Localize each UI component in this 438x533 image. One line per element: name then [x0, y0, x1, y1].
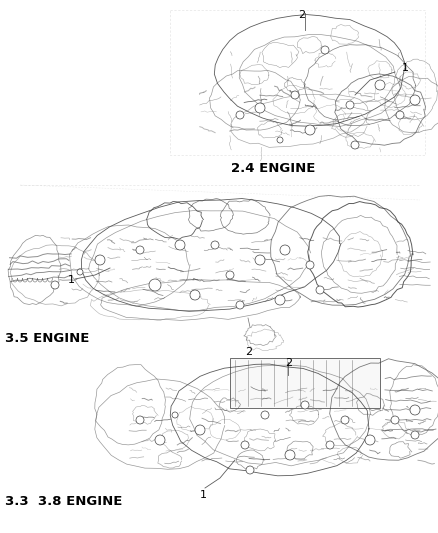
Circle shape	[172, 412, 178, 418]
Circle shape	[190, 290, 200, 300]
Circle shape	[155, 435, 165, 445]
Circle shape	[211, 241, 219, 249]
Circle shape	[236, 111, 244, 119]
Circle shape	[241, 441, 249, 449]
Circle shape	[226, 271, 234, 279]
Bar	[230, 358, 380, 408]
Text: 2: 2	[298, 10, 306, 20]
Text: 3.3  3.8 ENGINE: 3.3 3.8 ENGINE	[5, 495, 122, 508]
Circle shape	[175, 240, 185, 250]
Circle shape	[341, 416, 349, 424]
Text: 1: 1	[200, 490, 207, 500]
Circle shape	[136, 246, 144, 254]
Text: 1: 1	[68, 275, 75, 285]
Circle shape	[411, 431, 419, 439]
Circle shape	[326, 441, 334, 449]
Circle shape	[306, 261, 314, 269]
Circle shape	[291, 91, 299, 99]
Circle shape	[285, 450, 295, 460]
Circle shape	[346, 101, 354, 109]
Circle shape	[51, 281, 59, 289]
Circle shape	[365, 435, 375, 445]
Circle shape	[396, 111, 404, 119]
Circle shape	[275, 295, 285, 305]
Circle shape	[280, 245, 290, 255]
Circle shape	[246, 466, 254, 474]
Circle shape	[351, 141, 359, 149]
Circle shape	[277, 137, 283, 143]
Circle shape	[136, 416, 144, 424]
Text: 2: 2	[245, 347, 252, 357]
Bar	[170, 10, 425, 155]
Circle shape	[375, 80, 385, 90]
Circle shape	[195, 425, 205, 435]
Circle shape	[305, 125, 315, 135]
Circle shape	[261, 411, 269, 419]
Circle shape	[316, 286, 324, 294]
Circle shape	[301, 401, 309, 409]
Circle shape	[410, 405, 420, 415]
Circle shape	[255, 103, 265, 113]
Text: 2.4 ENGINE: 2.4 ENGINE	[231, 162, 315, 175]
Circle shape	[255, 255, 265, 265]
Circle shape	[391, 416, 399, 424]
Circle shape	[95, 255, 105, 265]
Circle shape	[77, 269, 83, 275]
Circle shape	[321, 46, 329, 54]
Text: 3.5 ENGINE: 3.5 ENGINE	[5, 332, 89, 345]
Text: 1: 1	[402, 63, 409, 73]
Text: 2: 2	[285, 358, 292, 368]
Circle shape	[236, 301, 244, 309]
Circle shape	[410, 95, 420, 105]
Circle shape	[149, 279, 161, 291]
